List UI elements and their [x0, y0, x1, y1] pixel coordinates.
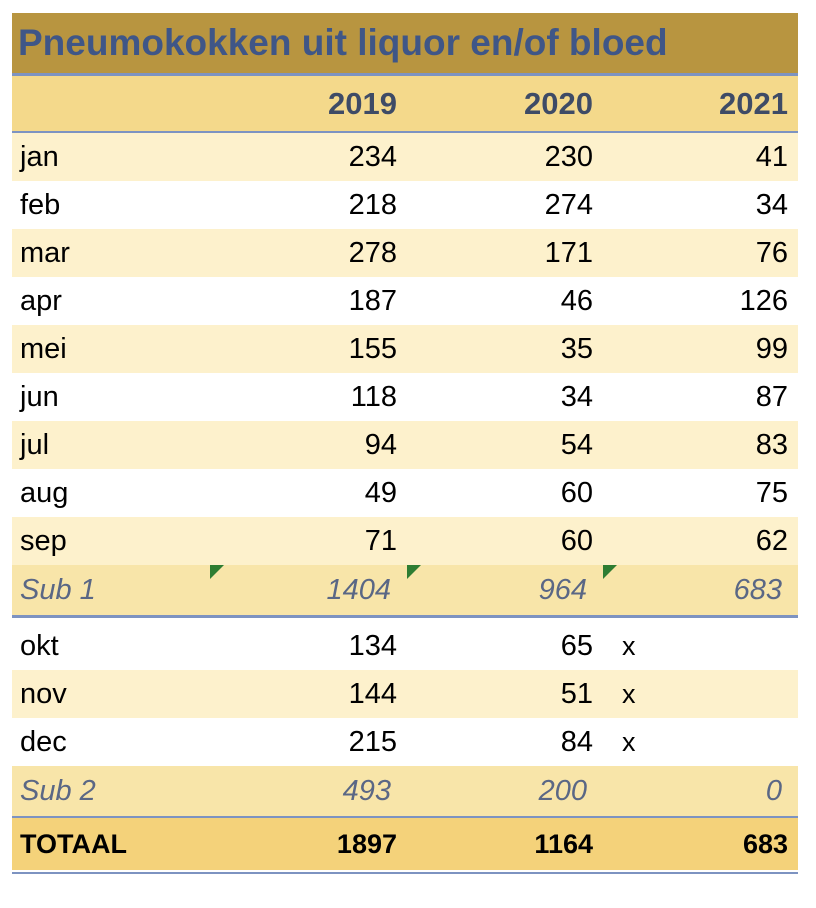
total-2021[interactable]: 683	[742, 828, 788, 859]
table-row: jan 234 230 41	[12, 133, 798, 181]
total-divider	[12, 816, 798, 818]
value-2021-cell[interactable]: 126	[739, 284, 788, 317]
total-label[interactable]: TOTAAL	[20, 828, 127, 859]
value-2019-cell[interactable]: 144	[348, 677, 397, 710]
month-cell[interactable]: nov	[20, 677, 67, 710]
header-2020[interactable]: 2020	[524, 85, 593, 121]
month-cell[interactable]: aug	[20, 476, 69, 509]
month-cell[interactable]: jun	[20, 380, 59, 413]
value-2020-cell[interactable]: 60	[560, 476, 593, 509]
header-2021[interactable]: 2021	[719, 85, 788, 121]
value-2019-cell[interactable]: 234	[348, 140, 397, 173]
value-2021-cell[interactable]: 75	[755, 476, 788, 509]
value-2020-cell[interactable]: 46	[560, 284, 593, 317]
subtotal-label[interactable]: Sub 1	[20, 573, 96, 606]
table-row: apr 187 46 126	[12, 277, 798, 325]
total-2020[interactable]: 1164	[534, 828, 593, 859]
header-2019[interactable]: 2019	[328, 85, 397, 121]
subtotal-row-1: Sub 1 1404 964 683	[12, 565, 798, 615]
value-2019-cell[interactable]: 118	[350, 380, 397, 413]
month-cell[interactable]: okt	[20, 629, 59, 662]
table-row: mei 155 35 99	[12, 325, 798, 373]
pending-marker[interactable]: x	[622, 678, 636, 709]
value-2019-cell[interactable]: 155	[348, 332, 397, 365]
month-cell[interactable]: mar	[20, 236, 70, 269]
error-indicator-icon[interactable]	[603, 565, 617, 579]
header-divider	[12, 131, 798, 133]
value-2021-cell[interactable]: 87	[755, 380, 788, 413]
value-2020-cell[interactable]: 65	[560, 629, 593, 662]
value-2020-cell[interactable]: 84	[560, 725, 593, 758]
subtotal-2020[interactable]: 200	[538, 774, 587, 807]
value-2019-cell[interactable]: 278	[348, 236, 397, 269]
value-2019-cell[interactable]: 215	[348, 725, 397, 758]
table-row: dec 215 84 x	[12, 718, 798, 766]
month-cell[interactable]: mei	[20, 332, 67, 365]
pending-marker[interactable]: x	[622, 630, 636, 661]
total-2019[interactable]: 1897	[336, 828, 397, 859]
month-cell[interactable]: feb	[20, 188, 61, 221]
month-cell[interactable]: sep	[20, 524, 67, 557]
subtotal-2019[interactable]: 493	[342, 774, 391, 807]
value-2021-cell[interactable]: 34	[755, 188, 788, 221]
table-row: jul 94 54 83	[12, 421, 798, 469]
value-2020-cell[interactable]: 54	[560, 428, 593, 461]
value-2019-cell[interactable]: 94	[364, 428, 397, 461]
subtotal-2019[interactable]: 1404	[326, 573, 391, 606]
error-indicator-icon[interactable]	[210, 565, 224, 579]
table-row: feb 218 274 34	[12, 181, 798, 229]
value-2020-cell[interactable]: 274	[544, 188, 593, 221]
value-2019-cell[interactable]: 218	[348, 188, 397, 221]
table-row: aug 49 60 75	[12, 469, 798, 517]
table-row: okt 134 65 x	[12, 622, 798, 670]
table-row: nov 144 51 x	[12, 670, 798, 718]
value-2020-cell[interactable]: 171	[544, 236, 593, 269]
subtotal-label[interactable]: Sub 2	[20, 774, 96, 807]
title-divider	[12, 73, 798, 76]
subtotal-2021[interactable]: 0	[765, 774, 782, 807]
total-row: TOTAAL 1897 1164 683	[12, 818, 798, 870]
month-cell[interactable]: jul	[20, 428, 50, 461]
rows-okt-dec: okt 134 65 x nov 144 51 x dec 215 84 x	[12, 622, 798, 766]
value-2019-cell[interactable]: 49	[364, 476, 397, 509]
month-cell[interactable]: jan	[20, 140, 59, 173]
bottom-double-border	[12, 872, 798, 874]
subtotal-2020[interactable]: 964	[538, 573, 587, 606]
table-row: sep 71 60 62	[12, 517, 798, 565]
spreadsheet-table: Pneumokokken uit liquor en/of bloed 2019…	[12, 13, 798, 874]
value-2019-cell[interactable]: 187	[348, 284, 397, 317]
value-2021-cell[interactable]: 76	[755, 236, 788, 269]
value-2019-cell[interactable]: 71	[364, 524, 397, 557]
value-2020-cell[interactable]: 34	[560, 380, 593, 413]
value-2021-cell[interactable]: 99	[755, 332, 788, 365]
value-2020-cell[interactable]: 35	[560, 332, 593, 365]
month-cell[interactable]: dec	[20, 725, 67, 758]
error-indicator-icon[interactable]	[407, 565, 421, 579]
value-2020-cell[interactable]: 51	[560, 677, 593, 710]
pending-marker[interactable]: x	[622, 726, 636, 757]
table-row: jun 118 34 87	[12, 373, 798, 421]
rows-jan-sep: jan 234 230 41 feb 218 274 34 mar 278 171 76 apr 187 4…	[12, 133, 798, 565]
subtotal-row-2: Sub 2 493 200 0	[12, 766, 798, 816]
value-2020-cell[interactable]: 60	[560, 524, 593, 557]
value-2021-cell[interactable]: 62	[755, 524, 788, 557]
value-2020-cell[interactable]: 230	[544, 140, 593, 173]
header-row: 2019 2020 2021	[12, 76, 798, 131]
month-cell[interactable]: apr	[20, 284, 62, 317]
subtotal-2021[interactable]: 683	[733, 573, 782, 606]
value-2019-cell[interactable]: 134	[348, 629, 397, 662]
subtotal-divider	[12, 615, 798, 618]
table-title[interactable]: Pneumokokken uit liquor en/of bloed	[12, 13, 798, 73]
value-2021-cell[interactable]: 83	[755, 428, 788, 461]
table-row: mar 278 171 76	[12, 229, 798, 277]
value-2021-cell[interactable]: 41	[755, 140, 788, 173]
